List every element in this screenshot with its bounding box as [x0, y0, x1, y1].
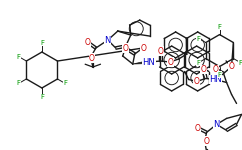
Text: O: O [158, 46, 164, 56]
Polygon shape [133, 61, 149, 64]
Text: N: N [105, 36, 111, 45]
Text: O: O [194, 77, 200, 86]
Text: F: F [197, 60, 201, 66]
Text: O: O [195, 124, 201, 133]
Text: F: F [17, 81, 21, 87]
Text: O: O [201, 65, 207, 74]
Text: O: O [89, 54, 95, 63]
Text: HN: HN [142, 57, 155, 66]
Text: F: F [40, 94, 44, 100]
Text: O: O [168, 57, 174, 66]
Text: F: F [218, 24, 222, 30]
Text: F: F [63, 81, 67, 87]
Text: O: O [123, 44, 129, 52]
Text: O: O [85, 38, 91, 46]
Text: O: O [229, 62, 234, 71]
Text: F: F [238, 60, 242, 66]
Text: F: F [40, 40, 44, 46]
Text: O: O [213, 65, 219, 74]
Text: O: O [204, 137, 210, 146]
Text: F: F [218, 72, 222, 78]
Text: O: O [141, 44, 147, 52]
Text: F: F [197, 36, 201, 42]
Text: N: N [213, 120, 220, 129]
Text: F: F [17, 54, 21, 60]
Text: HN: HN [209, 75, 222, 84]
